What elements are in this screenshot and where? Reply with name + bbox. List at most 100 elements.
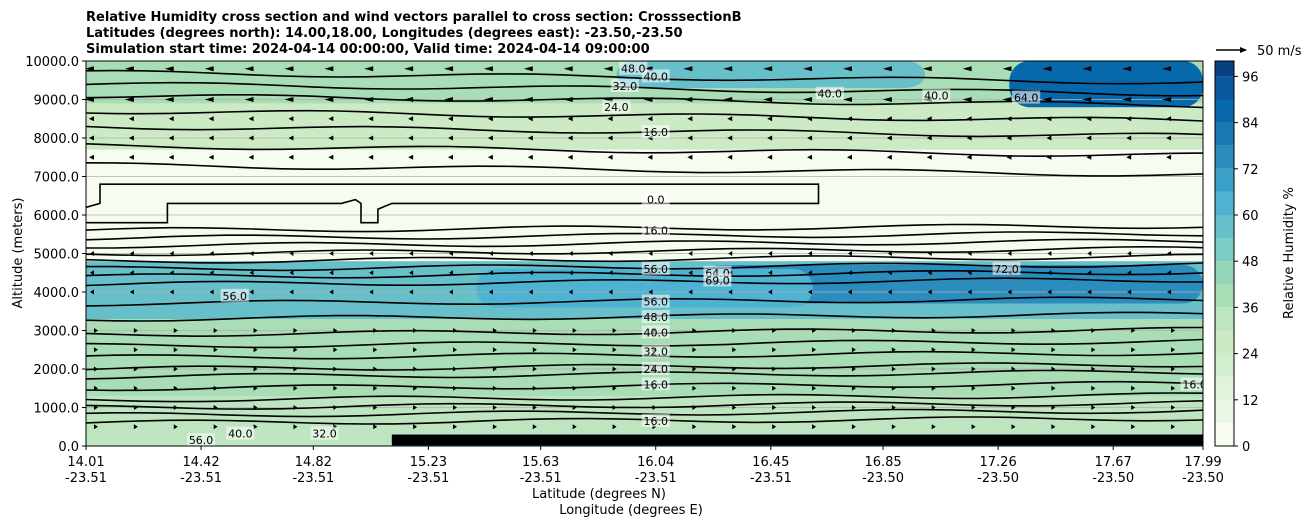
wind-vector (608, 270, 613, 276)
wind-vector (812, 328, 817, 333)
wind-vector (887, 251, 892, 256)
wind-vector (803, 66, 813, 72)
wind-vector (931, 385, 936, 391)
wind-vector (368, 116, 374, 122)
y-tick-label: 4000.0 (34, 286, 80, 301)
wind-vector (1167, 289, 1172, 295)
x-axis: 14.01-23.5114.42-23.5114.82-23.5115.23-2… (65, 446, 1224, 486)
wind-vector (1162, 97, 1172, 102)
colorbar-tick-label: 48 (1242, 255, 1259, 270)
x-tick-label-lon: -23.51 (635, 471, 677, 486)
wind-vector (1086, 154, 1092, 160)
wind-vector (373, 347, 378, 353)
wind-vector (927, 251, 932, 256)
wind-vector (886, 154, 892, 160)
wind-vector (1007, 251, 1012, 256)
wind-vector (922, 66, 932, 72)
wind-vector (612, 328, 617, 333)
wind-vector (846, 116, 852, 122)
x-tick-label-lat: 15.23 (410, 455, 447, 470)
contour-label-bg (619, 61, 648, 75)
wind-vector (1006, 116, 1012, 122)
y-tick-label: 9000.0 (34, 94, 80, 109)
wind-vector (532, 385, 537, 391)
wind-vector (1011, 328, 1016, 333)
wind-vector (851, 366, 856, 372)
wind-vector (1047, 251, 1052, 256)
contour-label: 32.0 (613, 80, 638, 93)
wind-vector (1131, 424, 1136, 430)
wind-vector (851, 405, 856, 410)
wind-vector (488, 270, 493, 276)
wind-vector (284, 97, 294, 102)
wind-vector (1086, 135, 1092, 141)
wind-vector (1127, 251, 1132, 256)
contour-label-bg (641, 377, 670, 391)
wind-vector (492, 424, 497, 430)
wind-vector (448, 116, 454, 122)
wind-vector (173, 424, 178, 430)
wind-vector (373, 366, 378, 372)
wind-vector (373, 424, 378, 430)
wind-vector (1051, 366, 1056, 372)
wind-vector (971, 347, 976, 353)
wind-vector (607, 116, 613, 122)
wind-vector (208, 154, 214, 160)
wind-vector (688, 270, 693, 276)
wind-vector (971, 385, 976, 391)
wind-vector (528, 289, 533, 295)
x-tick-label-lon: -23.50 (862, 471, 904, 486)
wind-vector (926, 154, 932, 160)
wind-vector (453, 385, 458, 391)
wind-vector (1087, 251, 1092, 256)
wind-vector (768, 270, 773, 276)
contour-label: 56.0 (222, 290, 247, 303)
wind-vector (328, 116, 334, 122)
contour-label-bg (641, 69, 670, 83)
contour-label: 40.0 (643, 70, 668, 83)
contour-label: 64.0 (1014, 92, 1039, 105)
wind-vector (807, 135, 813, 141)
wind-vector (483, 97, 493, 102)
wind-vector (891, 385, 896, 391)
y-tick-label: 3000.0 (34, 325, 80, 340)
wind-vector (572, 405, 577, 410)
wind-vector (453, 347, 458, 353)
wind-vector (1086, 116, 1092, 122)
wind-vector (164, 66, 174, 72)
wind-vector (1126, 154, 1132, 160)
contour-label-bg (602, 100, 631, 114)
wind-vector (1047, 289, 1052, 295)
x-tick-label-lon: -23.51 (407, 471, 449, 486)
wind-vector (966, 154, 972, 160)
wind-vector (523, 97, 533, 102)
wind-vector (293, 347, 298, 353)
contour-line-zero (86, 183, 820, 224)
wind-vector (368, 135, 374, 141)
wind-vector (364, 66, 374, 72)
wind-vector (1011, 366, 1016, 372)
wind-vector (408, 116, 414, 122)
contour-label: 24.0 (643, 363, 668, 376)
contour-label-bg (815, 86, 844, 100)
wind-vector (249, 251, 254, 256)
colorbar-tick-label: 72 (1242, 163, 1259, 178)
wind-vector (373, 385, 378, 391)
wind-vector (364, 97, 374, 102)
wind-vector (369, 251, 374, 256)
contour-label-bg (641, 223, 670, 237)
wind-vector (846, 135, 852, 141)
wind-vector (173, 328, 178, 333)
wind-reference-label: 50 m/s (1257, 44, 1302, 59)
wind-vector (444, 66, 454, 72)
wind-vector (812, 385, 817, 391)
chart-title: Relative Humidity cross section and wind… (86, 10, 742, 57)
wind-vector (164, 97, 174, 102)
wind-vector (328, 135, 334, 141)
wind-vector (1131, 366, 1136, 372)
wind-vector (453, 366, 458, 372)
wind-vector (1131, 347, 1136, 353)
wind-vector (966, 135, 972, 141)
wind-vector (926, 135, 932, 141)
wind-vector (692, 424, 697, 430)
